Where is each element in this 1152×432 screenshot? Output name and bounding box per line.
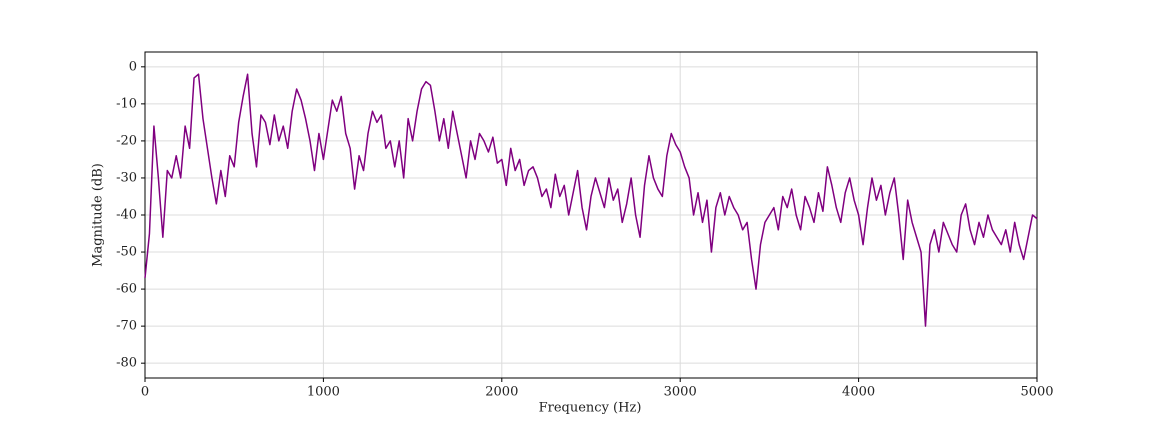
y-axis-label: Magnitude (dB) [91,163,106,267]
spectrum-line [144,73,1038,327]
x-tick-label: 3000 [664,385,697,400]
y-tick-label: -60 [116,282,137,297]
x-tick-label: 1000 [307,385,340,400]
y-tick-label: -70 [116,319,137,334]
y-tick-label: -50 [116,245,137,260]
y-tick-label: -40 [116,208,137,223]
y-tick-label: -80 [116,356,137,371]
x-tick-label: 2000 [485,385,518,400]
x-tick-label: 4000 [842,385,875,400]
plot-frame [144,51,1038,379]
x-tick-label: 0 [141,385,149,400]
x-axis-label: Frequency (Hz) [539,401,642,416]
y-tick-label: -10 [116,96,137,111]
y-tick-label: 0 [129,59,137,74]
x-tick-label: 5000 [1020,385,1053,400]
y-tick-label: -20 [116,133,137,148]
y-tick-label: -30 [116,170,137,185]
